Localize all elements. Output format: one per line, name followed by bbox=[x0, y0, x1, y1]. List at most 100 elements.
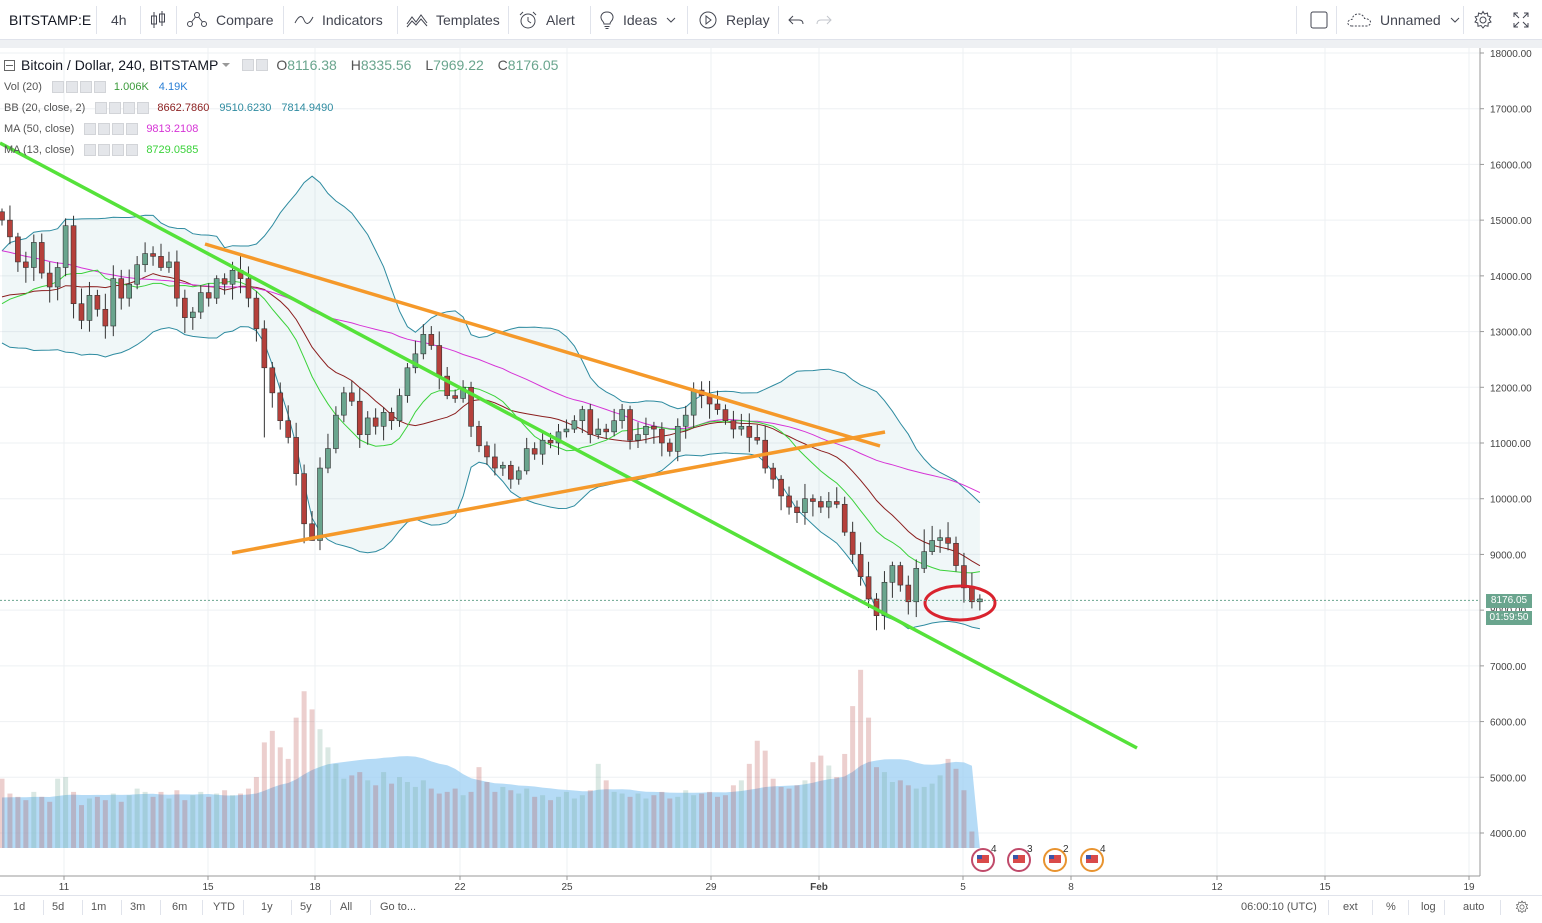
candle-body bbox=[309, 523, 315, 541]
alert-button[interactable]: Alert bbox=[518, 0, 575, 40]
price-tick-label: 5000.00 bbox=[1490, 773, 1527, 784]
toolbar-divider bbox=[687, 6, 688, 34]
candle bbox=[619, 403, 625, 429]
range-button-3m[interactable]: 3m bbox=[130, 901, 146, 913]
layout-menu-button[interactable]: Unnamed bbox=[1346, 0, 1463, 40]
indicators-button[interactable]: Indicators bbox=[294, 0, 383, 40]
range-button-ytd[interactable]: YTD bbox=[213, 901, 235, 913]
event-flag-icon[interactable]: 2 bbox=[1043, 844, 1069, 872]
price-tick-label: 4000.00 bbox=[1490, 829, 1527, 840]
utc-clock[interactable]: 06:00:10 (UTC) bbox=[1241, 901, 1317, 913]
range-button-all[interactable]: All bbox=[340, 901, 353, 913]
ma13-study-name[interactable]: MA (13, close) bbox=[4, 144, 75, 156]
scale-settings-button[interactable] bbox=[1515, 900, 1529, 923]
chevron-down-icon[interactable] bbox=[220, 60, 232, 70]
candle bbox=[205, 283, 212, 307]
candle bbox=[579, 405, 586, 434]
symbol-title[interactable]: Bitcoin / Dollar, 240, BITSTAMP bbox=[21, 57, 219, 73]
range-button-1d[interactable]: 1d bbox=[13, 901, 26, 913]
time-tick-label: 8 bbox=[1068, 882, 1074, 893]
candle-body bbox=[126, 283, 132, 299]
bb-study-name[interactable]: BB (20, close, 2) bbox=[4, 102, 86, 114]
volume-bar bbox=[166, 798, 172, 848]
volume-bar bbox=[174, 790, 180, 848]
ma50-study-name[interactable]: MA (50, close) bbox=[4, 123, 75, 135]
range-button-1y[interactable]: 1y bbox=[261, 901, 273, 913]
candle-body bbox=[0, 211, 5, 221]
candle-body bbox=[738, 425, 745, 430]
candle bbox=[150, 246, 156, 266]
price-tick-label: 15000.00 bbox=[1490, 216, 1532, 227]
fullscreen-toggle-button[interactable] bbox=[1310, 0, 1328, 40]
candle-body bbox=[897, 565, 904, 586]
candle bbox=[746, 413, 753, 453]
range-button-6m[interactable]: 6m bbox=[172, 901, 188, 913]
candle-body bbox=[881, 581, 888, 617]
interval-button[interactable]: 4h bbox=[111, 0, 127, 40]
volume-study-name[interactable]: Vol (20) bbox=[4, 81, 42, 93]
toolbar-divider bbox=[1336, 6, 1337, 34]
volume-bar bbox=[428, 788, 434, 848]
study-controls[interactable] bbox=[84, 123, 139, 135]
toolbar-divider bbox=[397, 6, 398, 34]
candle-body bbox=[372, 417, 379, 427]
event-flag-icon[interactable]: 4 bbox=[1080, 844, 1106, 872]
ideas-button[interactable]: Ideas bbox=[599, 0, 679, 40]
symbol-search[interactable]: BITSTAMP:E bbox=[9, 0, 91, 40]
templates-button[interactable]: Templates bbox=[406, 0, 500, 40]
candle-body bbox=[523, 448, 530, 472]
candle bbox=[452, 389, 458, 403]
candle bbox=[778, 475, 784, 511]
candle-body bbox=[388, 412, 395, 422]
economic-events[interactable]: 4 3 2 4 bbox=[971, 844, 1106, 872]
candle-body bbox=[666, 442, 673, 452]
volume-bar bbox=[23, 800, 29, 848]
undo-button[interactable] bbox=[788, 0, 804, 40]
candlesticks bbox=[0, 205, 983, 631]
fullscreen-button[interactable] bbox=[1512, 0, 1530, 40]
range-button-5d[interactable]: 5d bbox=[52, 901, 65, 913]
collapse-icon[interactable] bbox=[4, 59, 15, 71]
candle-body bbox=[889, 565, 896, 583]
study-controls[interactable] bbox=[84, 144, 139, 156]
candle bbox=[635, 422, 641, 448]
candle-body bbox=[142, 253, 148, 266]
volume-bar bbox=[540, 795, 546, 848]
candle-body bbox=[690, 389, 697, 416]
range-button-1m[interactable]: 1m bbox=[91, 901, 107, 913]
chart-style-button[interactable] bbox=[150, 0, 166, 40]
compare-button[interactable]: Compare bbox=[186, 0, 274, 40]
volume-bar bbox=[643, 798, 649, 848]
chart-grid bbox=[0, 48, 1542, 895]
ma50-legend: MA (50, close) 9813.2108 bbox=[4, 119, 198, 139]
study-controls[interactable] bbox=[95, 102, 150, 114]
drawings[interactable] bbox=[0, 141, 1138, 750]
range-button-5y[interactable]: 5y bbox=[300, 901, 312, 913]
price-chart[interactable]: 4 3 2 4 18000.00 17000.00 16000.00 15000.00 140… bbox=[0, 48, 1542, 895]
replay-button[interactable]: Replay bbox=[698, 0, 770, 40]
series-controls[interactable] bbox=[242, 59, 269, 71]
volume-bar bbox=[699, 793, 705, 848]
auto-scale-toggle[interactable]: auto bbox=[1463, 901, 1485, 913]
close-value: 8176.05 bbox=[507, 57, 559, 73]
percent-scale-toggle[interactable]: % bbox=[1386, 901, 1396, 913]
candle bbox=[825, 492, 832, 519]
candle bbox=[158, 243, 164, 271]
extended-hours-toggle[interactable]: ext bbox=[1343, 901, 1358, 913]
study-controls[interactable] bbox=[51, 81, 106, 93]
volume-bar bbox=[571, 798, 577, 848]
toolbar-divider bbox=[96, 6, 97, 34]
volume-bar bbox=[516, 793, 522, 848]
volume-ma-value: 4.19K bbox=[158, 81, 188, 93]
time-tick-label: Feb bbox=[810, 882, 828, 893]
event-flag-icon[interactable]: 4 bbox=[971, 844, 997, 872]
us-flag-stripes bbox=[977, 855, 989, 863]
goto-button[interactable]: Go to... bbox=[380, 901, 417, 913]
volume-bar bbox=[230, 795, 236, 848]
event-flag-icon[interactable]: 3 bbox=[1007, 844, 1033, 872]
volume-bar bbox=[524, 788, 530, 848]
settings-button[interactable] bbox=[1473, 0, 1493, 40]
redo-button[interactable] bbox=[816, 0, 832, 40]
log-scale-toggle[interactable]: log bbox=[1421, 901, 1436, 913]
candle bbox=[523, 437, 530, 475]
